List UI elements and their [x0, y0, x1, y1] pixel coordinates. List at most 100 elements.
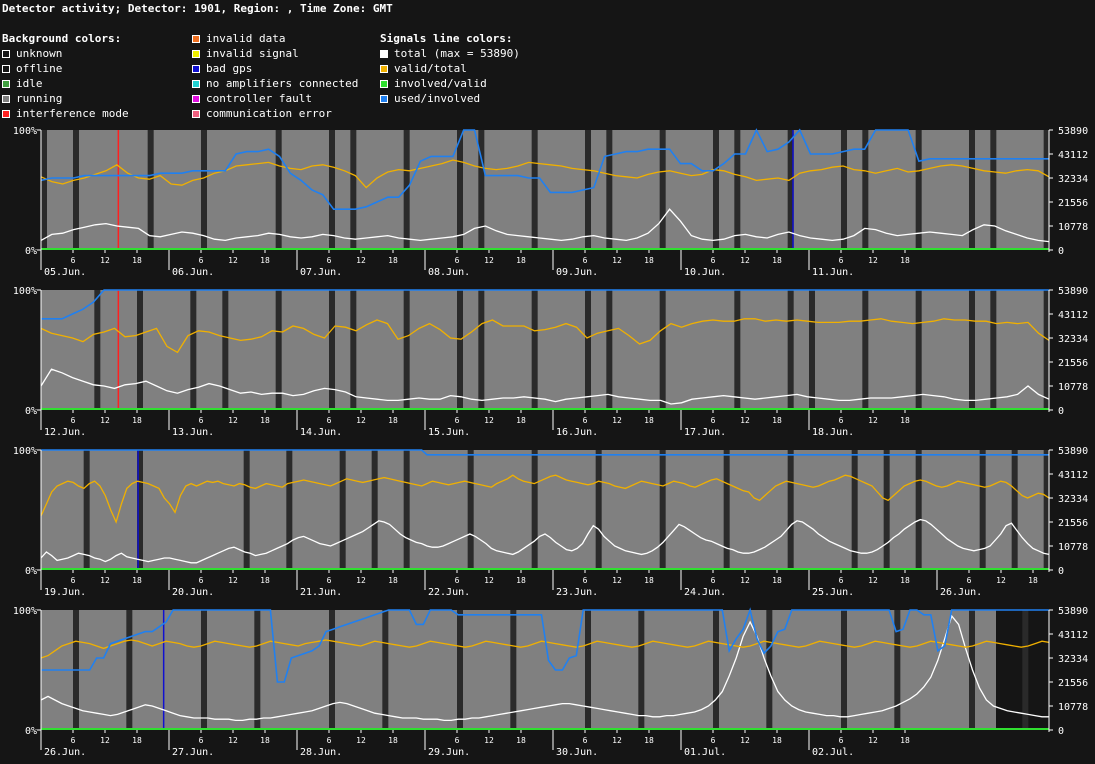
legend-item-bad-gps: bad gps — [192, 61, 358, 76]
offline-period — [531, 290, 538, 410]
background-colors-header: Background colors: — [2, 32, 122, 45]
day-label: 29.Jun. — [428, 747, 470, 758]
offline-period — [969, 290, 975, 410]
hour-label: 6 — [199, 416, 204, 425]
hour-label: 12 — [100, 736, 110, 745]
day-label: 12.Jun. — [44, 427, 86, 438]
hour-label: 18 — [132, 576, 142, 585]
day-label: 27.Jun. — [172, 747, 214, 758]
day-label: 26.Jun. — [44, 747, 86, 758]
offline-period — [510, 610, 517, 730]
offline-period — [371, 450, 378, 570]
offline-period — [595, 450, 602, 570]
day-label: 20.Jun. — [172, 587, 214, 598]
right-tick-label: 0 — [1058, 246, 1064, 257]
hour-label: 12 — [356, 736, 366, 745]
running-background — [41, 290, 1049, 410]
day-label: 15.Jun. — [428, 427, 470, 438]
running-swatch-icon — [2, 94, 10, 103]
offline-period — [851, 450, 858, 570]
offline-period — [41, 130, 47, 250]
hour-label: 6 — [583, 736, 588, 745]
hour-label: 6 — [711, 576, 716, 585]
hour-label: 6 — [711, 256, 716, 265]
right-tick-label: 32334 — [1058, 174, 1088, 185]
hour-label: 6 — [199, 736, 204, 745]
right-tick-label: 0 — [1058, 406, 1064, 417]
hour-label: 6 — [71, 576, 76, 585]
right-tick-label: 43112 — [1058, 470, 1088, 481]
day-label: 08.Jun. — [428, 267, 470, 278]
hour-label: 18 — [900, 576, 910, 585]
offline-period — [979, 450, 986, 570]
day-label: 09.Jun. — [556, 267, 598, 278]
hour-label: 6 — [967, 576, 972, 585]
legend-item-invalid-data: invalid data — [192, 31, 358, 46]
right-tick-label: 32334 — [1058, 494, 1088, 505]
offline-period — [990, 130, 997, 250]
total-line — [40, 368, 1050, 405]
right-tick-label: 53890 — [1058, 446, 1088, 457]
right-tick-label: 53890 — [1058, 126, 1088, 137]
hour-label: 12 — [612, 256, 622, 265]
day-label: 25.Jun. — [812, 587, 854, 598]
offline-period — [457, 290, 463, 410]
hour-label: 18 — [260, 736, 270, 745]
hour-label: 6 — [583, 576, 588, 585]
offline-period — [1043, 450, 1050, 570]
used-involved-swatch-icon — [380, 94, 388, 103]
offline-period — [137, 290, 143, 410]
total-line — [40, 208, 1050, 243]
offline-period — [329, 130, 335, 250]
offline-period — [94, 290, 101, 410]
right-tick-label: 21556 — [1058, 678, 1088, 689]
used-involved-line — [41, 289, 1049, 320]
day-label: 18.Jun. — [812, 427, 854, 438]
legend-item-interference-mode: interference mode — [2, 106, 129, 121]
page-title: Detector activity; Detector: 1901, Regio… — [2, 2, 393, 15]
day-label: 26.Jun. — [940, 587, 982, 598]
bad-gps-swatch-icon — [192, 64, 200, 73]
offline-period — [841, 610, 847, 730]
running-background — [41, 610, 1049, 730]
offline-period — [809, 290, 815, 410]
y-label-100: 100% — [13, 126, 37, 137]
total-line — [40, 614, 1049, 722]
right-tick-label: 10778 — [1058, 222, 1088, 233]
offline-period — [254, 610, 261, 730]
offline-period — [467, 450, 474, 570]
valid-total-swatch-icon — [380, 64, 388, 73]
hour-label: 6 — [711, 416, 716, 425]
hour-label: 18 — [772, 256, 782, 265]
offline-period — [457, 130, 463, 250]
offline-period — [862, 130, 869, 250]
hour-label: 12 — [612, 416, 622, 425]
hour-label: 18 — [388, 416, 398, 425]
offline-period — [585, 290, 591, 410]
hour-label: 12 — [484, 416, 494, 425]
offline-period — [787, 450, 794, 570]
total-line — [40, 518, 1050, 564]
day-label: 16.Jun. — [556, 427, 598, 438]
hour-label: 18 — [260, 576, 270, 585]
used-involved-line — [41, 449, 1049, 456]
signal-colors-header: Signals line colors: — [380, 32, 513, 45]
hour-label: 6 — [455, 416, 460, 425]
offline-period — [126, 610, 133, 730]
y-label-0: 0% — [25, 566, 37, 577]
running-background — [41, 450, 1049, 570]
running-background — [41, 130, 1049, 250]
unknown-swatch-icon — [2, 49, 10, 58]
offline-period — [137, 450, 143, 570]
y-label-100: 100% — [13, 446, 37, 457]
legend-item-valid-total: valid/total — [380, 61, 520, 76]
hour-label: 12 — [740, 576, 750, 585]
hour-label: 18 — [644, 416, 654, 425]
hour-label: 12 — [740, 416, 750, 425]
right-tick-label: 53890 — [1058, 606, 1088, 617]
hour-label: 12 — [228, 416, 238, 425]
hour-label: 18 — [900, 256, 910, 265]
offline-period — [638, 610, 645, 730]
hour-label: 6 — [839, 256, 844, 265]
hour-label: 12 — [868, 576, 878, 585]
